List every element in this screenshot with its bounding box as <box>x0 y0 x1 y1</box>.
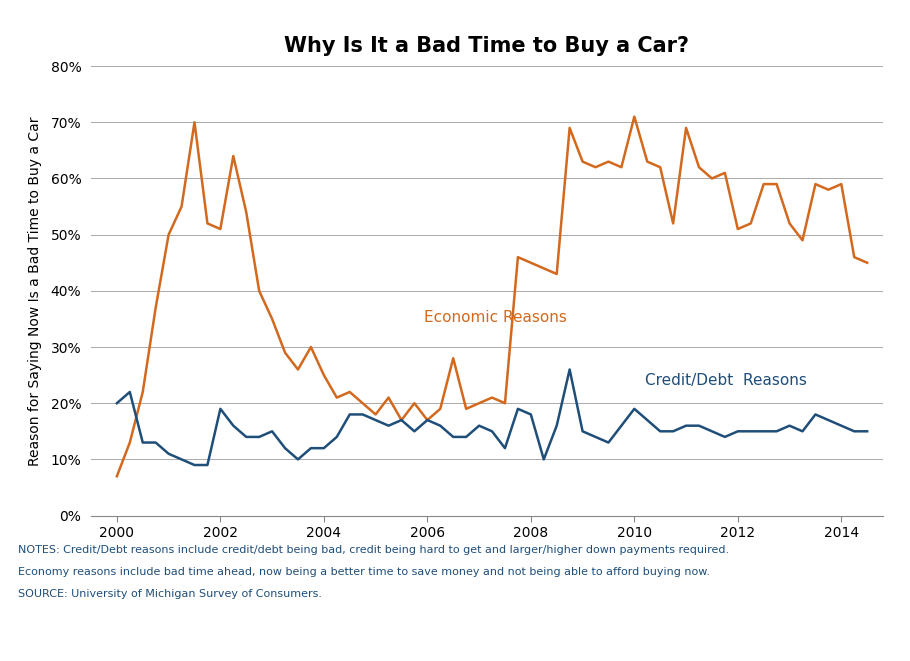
Text: Economic Reasons: Economic Reasons <box>423 310 566 325</box>
Text: Federal Reserve Bank: Federal Reserve Bank <box>13 631 207 648</box>
Text: NOTES: Credit/Debt reasons include credit/debt being bad, credit being hard to g: NOTES: Credit/Debt reasons include credi… <box>18 545 729 555</box>
Text: SOURCE: University of Michigan Survey of Consumers.: SOURCE: University of Michigan Survey of… <box>18 589 322 599</box>
Text: Credit/Debt  Reasons: Credit/Debt Reasons <box>645 373 807 388</box>
Y-axis label: Reason for Saying Now Is a Bad Time to Buy a Car: Reason for Saying Now Is a Bad Time to B… <box>28 116 42 465</box>
Text: of: of <box>253 631 268 648</box>
Title: Why Is It a Bad Time to Buy a Car?: Why Is It a Bad Time to Buy a Car? <box>284 36 690 56</box>
Text: Economy reasons include bad time ahead, now being a better time to save money an: Economy reasons include bad time ahead, … <box>18 567 710 577</box>
Text: St. Louis: St. Louis <box>284 631 362 648</box>
